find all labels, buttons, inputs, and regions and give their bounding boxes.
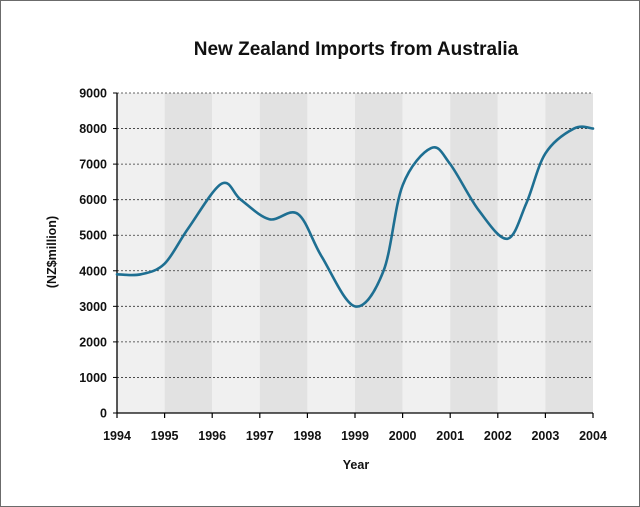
y-tick-label: 4000 bbox=[79, 264, 107, 278]
year-band bbox=[355, 93, 403, 413]
chart-title: New Zealand Imports from Australia bbox=[194, 39, 519, 60]
x-tick-label: 1996 bbox=[198, 429, 226, 443]
year-band bbox=[259, 93, 308, 413]
x-tick-label: 1998 bbox=[293, 429, 321, 443]
x-axis-title: Year bbox=[343, 458, 370, 472]
plot-area: 0 1000 2000 3000 4000 5000 6000 7000 8000 9000 199… bbox=[79, 87, 607, 444]
year-band bbox=[307, 93, 355, 413]
x-tick-label: 1995 bbox=[151, 429, 179, 443]
year-band bbox=[117, 93, 165, 413]
y-axis-title: (NZ$million) bbox=[45, 216, 59, 288]
y-tick-label: 0 bbox=[100, 407, 107, 421]
y-tick-label: 8000 bbox=[79, 122, 107, 136]
y-tick-label: 2000 bbox=[79, 335, 107, 349]
year-band bbox=[497, 93, 546, 413]
series-line bbox=[115, 125, 595, 308]
y-tick-label: 3000 bbox=[79, 300, 107, 314]
x-tick-label: 1994 bbox=[103, 429, 131, 443]
y-tick-label: 6000 bbox=[79, 193, 107, 207]
x-tick-label: 2000 bbox=[389, 429, 417, 443]
y-tick-label: 7000 bbox=[79, 158, 107, 172]
y-tick-label: 1000 bbox=[79, 371, 107, 385]
x-tick-label: 2003 bbox=[531, 429, 559, 443]
year-band bbox=[212, 93, 260, 413]
year-band bbox=[450, 93, 498, 413]
x-tick-label: 2002 bbox=[484, 429, 512, 443]
x-tick-label: 2001 bbox=[436, 429, 464, 443]
year-band bbox=[402, 93, 451, 413]
year-band bbox=[545, 93, 593, 413]
x-tick-label: 2004 bbox=[579, 429, 607, 443]
y-tick-label: 9000 bbox=[79, 87, 107, 101]
x-tick-label: 1999 bbox=[341, 429, 369, 443]
x-tick-label: 1997 bbox=[246, 429, 274, 443]
y-tick-label: 5000 bbox=[79, 229, 107, 243]
